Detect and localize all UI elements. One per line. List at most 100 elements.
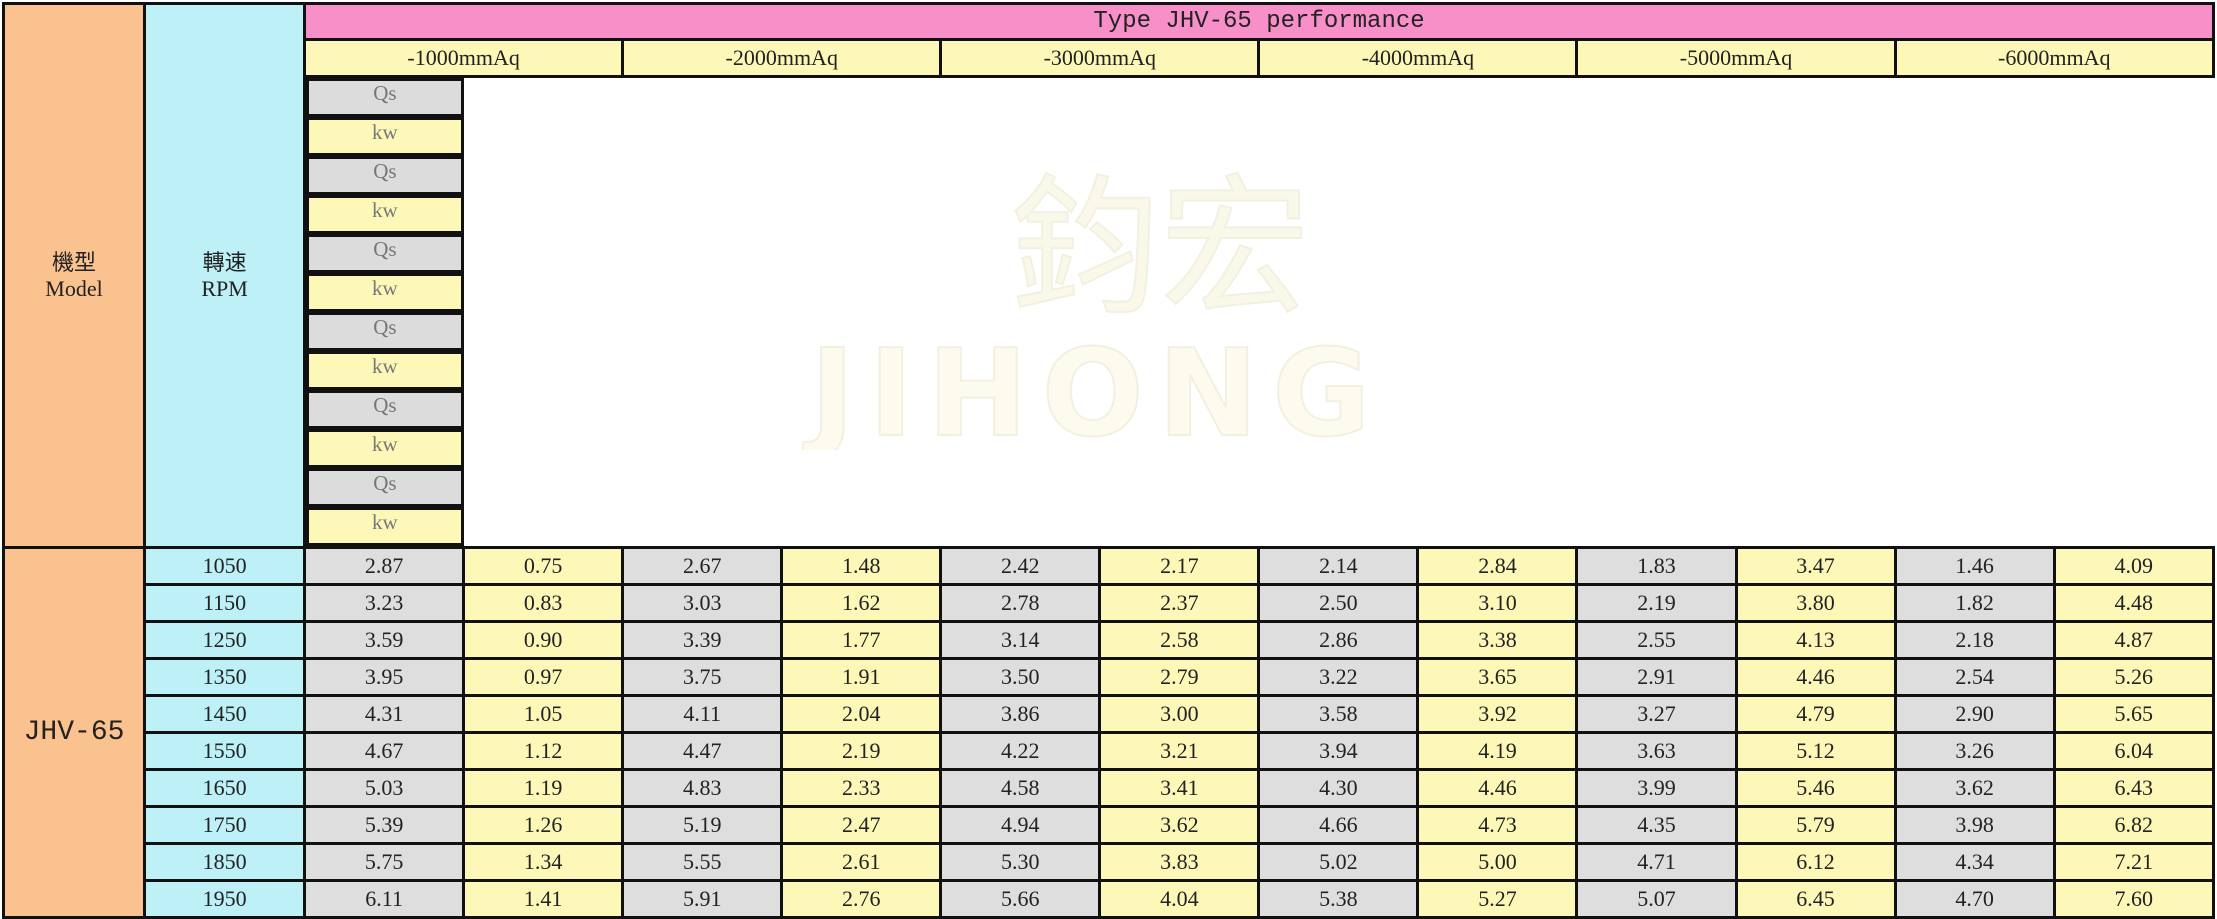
qs-value-cell: 4.30 [1257, 768, 1420, 808]
kw-value-cell: 6.82 [2052, 805, 2216, 845]
qs-value-cell: 5.02 [1257, 842, 1420, 882]
qs-value-cell: 2.42 [939, 546, 1102, 586]
rpm-cell: 1250 [143, 620, 307, 660]
kw-value-cell: 4.87 [2052, 620, 2216, 660]
qs-column-header: Qs [306, 234, 464, 273]
qs-value-cell: 2.86 [1257, 620, 1420, 660]
sub-header-row: Qs kw Qs kw Qs kw Qs kw Qs kw Qs kw [4, 77, 2214, 548]
qs-value-cell: 1.46 [1893, 546, 2056, 586]
qs-value-cell: 2.14 [1257, 546, 1420, 586]
kw-value-cell: 3.62 [1098, 805, 1261, 845]
kw-column-header: kw [306, 273, 464, 312]
qs-value-cell: 5.75 [303, 842, 466, 882]
table-row: 1850 5.75 1.34 5.55 2.61 5.30 3.83 5.02 5.00 4.71… [4, 842, 2216, 882]
qs-value-cell: 2.87 [303, 546, 466, 586]
qs-column-header: Qs [306, 468, 464, 507]
pressure-header-2: -2000mmAq [621, 38, 943, 78]
qs-value-cell: 4.94 [939, 805, 1102, 845]
kw-value-cell: 2.47 [780, 805, 943, 845]
qs-value-cell: 1.82 [1893, 583, 2056, 623]
kw-value-cell: 7.60 [2052, 879, 2216, 919]
table-row: 1950 6.11 1.41 5.91 2.76 5.66 4.04 5.38 5.27 5.07… [4, 879, 2216, 919]
rpm-cell: 1650 [143, 768, 307, 808]
pressure-header-5: -5000mmAq [1575, 38, 1897, 78]
kw-value-cell: 4.79 [1734, 694, 1897, 734]
qs-value-cell: 3.99 [1575, 768, 1738, 808]
rpm-header-cell: 轉速 RPM [143, 2, 307, 549]
model-header-cell: 機型 Model [1, 2, 147, 549]
kw-value-cell: 1.91 [780, 657, 943, 697]
qs-value-cell: 4.31 [303, 694, 466, 734]
pressure-header-1: -1000mmAq [303, 38, 625, 78]
kw-value-cell: 1.62 [780, 583, 943, 623]
kw-value-cell: 3.10 [1416, 583, 1579, 623]
kw-value-cell: 0.97 [462, 657, 625, 697]
kw-value-cell: 3.41 [1098, 768, 1261, 808]
qs-value-cell: 3.98 [1893, 805, 2056, 845]
kw-column-header: kw [306, 429, 464, 468]
kw-value-cell: 3.92 [1416, 694, 1579, 734]
qs-value-cell: 5.07 [1575, 879, 1738, 919]
rpm-header-zh: 轉速 [202, 249, 247, 275]
kw-value-cell: 5.00 [1416, 842, 1579, 882]
kw-value-cell: 4.04 [1098, 879, 1261, 919]
kw-value-cell: 3.38 [1416, 620, 1579, 660]
qs-value-cell: 2.78 [939, 583, 1102, 623]
kw-value-cell: 5.79 [1734, 805, 1897, 845]
qs-column-header: Qs [306, 78, 464, 117]
kw-value-cell: 2.84 [1416, 546, 1579, 586]
kw-value-cell: 5.26 [2052, 657, 2216, 697]
qs-value-cell: 3.63 [1575, 731, 1738, 771]
rpm-cell: 1150 [143, 583, 307, 623]
model-header-en: Model [45, 275, 103, 301]
qs-value-cell: 3.26 [1893, 731, 2056, 771]
kw-value-cell: 4.46 [1416, 768, 1579, 808]
qs-value-cell: 3.27 [1575, 694, 1738, 734]
model-name-cell: JHV-65 [1, 546, 147, 919]
qs-column-header: Qs [306, 390, 464, 429]
qs-value-cell: 3.22 [1257, 657, 1420, 697]
table-row: 1250 3.59 0.90 3.39 1.77 3.14 2.58 2.86 3.38 2.55… [4, 620, 2216, 660]
qs-value-cell: 3.95 [303, 657, 466, 697]
qs-value-cell: 4.34 [1893, 842, 2056, 882]
qs-value-cell: 4.35 [1575, 805, 1738, 845]
qs-value-cell: 5.66 [939, 879, 1102, 919]
kw-value-cell: 2.61 [780, 842, 943, 882]
qs-value-cell: 5.38 [1257, 879, 1420, 919]
qs-value-cell: 3.58 [1257, 694, 1420, 734]
kw-value-cell: 6.45 [1734, 879, 1897, 919]
kw-column-header: kw [306, 117, 464, 156]
kw-value-cell: 1.19 [462, 768, 625, 808]
kw-value-cell: 6.04 [2052, 731, 2216, 771]
qs-value-cell: 3.62 [1893, 768, 2056, 808]
kw-value-cell: 5.27 [1416, 879, 1579, 919]
kw-value-cell: 2.37 [1098, 583, 1261, 623]
qs-value-cell: 2.18 [1893, 620, 2056, 660]
table-row: 1550 4.67 1.12 4.47 2.19 4.22 3.21 3.94 4.19 3.63… [4, 731, 2216, 771]
kw-value-cell: 5.65 [2052, 694, 2216, 734]
kw-column-header: kw [306, 507, 464, 546]
kw-value-cell: 5.46 [1734, 768, 1897, 808]
kw-value-cell: 1.77 [780, 620, 943, 660]
qs-value-cell: 1.83 [1575, 546, 1738, 586]
table-title: Type JHV-65 performance [303, 2, 2215, 41]
pressure-header-row: -1000mmAq -2000mmAq -3000mmAq -4000mmAq -500… [4, 38, 2216, 78]
kw-value-cell: 1.12 [462, 731, 625, 771]
qs-value-cell: 3.23 [303, 583, 466, 623]
qs-value-cell: 2.91 [1575, 657, 1738, 697]
qs-value-cell: 3.39 [621, 620, 784, 660]
kw-value-cell: 4.19 [1416, 731, 1579, 771]
pressure-header-6: -6000mmAq [1893, 38, 2216, 78]
kw-value-cell: 4.46 [1734, 657, 1897, 697]
table-row: 1350 3.95 0.97 3.75 1.91 3.50 2.79 3.22 3.65 2.91… [4, 657, 2216, 697]
kw-value-cell: 0.83 [462, 583, 625, 623]
qs-value-cell: 2.50 [1257, 583, 1420, 623]
qs-value-cell: 3.75 [621, 657, 784, 697]
qs-value-cell: 4.66 [1257, 805, 1420, 845]
kw-value-cell: 7.21 [2052, 842, 2216, 882]
qs-value-cell: 4.22 [939, 731, 1102, 771]
qs-value-cell: 5.55 [621, 842, 784, 882]
table-row: 1750 5.39 1.26 5.19 2.47 4.94 3.62 4.66 4.73 4.35… [4, 805, 2216, 845]
qs-value-cell: 4.71 [1575, 842, 1738, 882]
